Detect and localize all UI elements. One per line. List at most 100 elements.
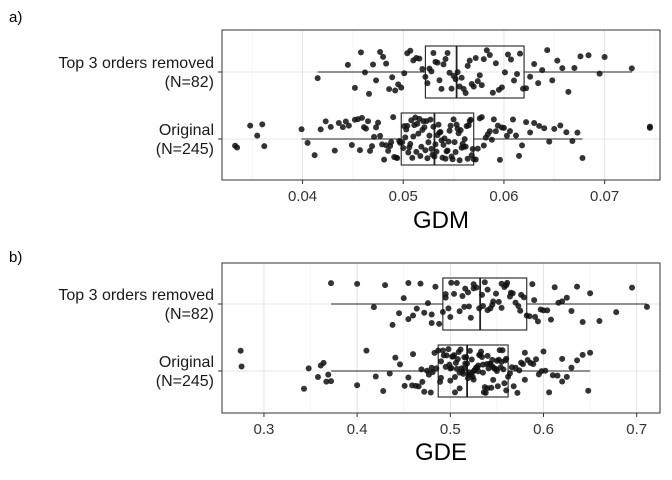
data-point (643, 303, 650, 310)
data-point (544, 307, 551, 314)
data-point (323, 378, 330, 385)
data-point (394, 154, 401, 161)
data-point (418, 143, 425, 150)
data-point (498, 304, 505, 311)
data-point (504, 51, 511, 58)
data-point (447, 377, 454, 384)
data-point (451, 139, 458, 146)
data-point (474, 78, 481, 85)
data-point (463, 354, 470, 361)
data-point (467, 314, 474, 321)
data-point (513, 132, 520, 139)
data-point (563, 373, 570, 380)
data-point (424, 80, 431, 87)
data-point (516, 152, 523, 159)
data-point (574, 283, 581, 290)
data-point (464, 360, 471, 367)
data-point (436, 320, 443, 327)
data-point (450, 116, 457, 123)
data-point (358, 114, 365, 121)
box-group (237, 344, 594, 398)
data-point (509, 116, 516, 123)
data-point (478, 82, 485, 89)
data-point (596, 317, 603, 324)
data-point (577, 53, 584, 60)
data-point (461, 365, 468, 372)
data-point (410, 351, 417, 358)
data-point (501, 380, 508, 387)
data-point (370, 304, 377, 311)
data-point (569, 138, 576, 145)
data-point (456, 385, 463, 392)
panel-letter: b) (9, 249, 22, 266)
data-point (370, 61, 377, 68)
data-point (559, 298, 566, 305)
x-axis-title: GDE (415, 439, 467, 466)
data-point (493, 368, 500, 375)
data-point (331, 147, 338, 154)
data-point (574, 357, 581, 364)
data-point (440, 141, 447, 148)
data-point (399, 139, 406, 146)
data-point (470, 83, 477, 90)
data-point (585, 52, 592, 59)
data-point (441, 135, 448, 142)
data-point (405, 316, 412, 323)
data-point (342, 118, 349, 125)
data-point (361, 69, 368, 76)
data-point (435, 347, 442, 354)
data-point (335, 120, 342, 127)
category-label: Original (N=245) (156, 122, 214, 158)
data-point (507, 289, 514, 296)
data-point (453, 280, 460, 287)
data-point (506, 370, 513, 377)
data-point (428, 320, 435, 327)
data-point (392, 354, 399, 361)
data-point (461, 136, 468, 143)
data-point (247, 122, 254, 129)
data-point (542, 367, 549, 374)
data-point (559, 378, 566, 385)
data-point (462, 90, 469, 97)
data-point (422, 147, 429, 154)
data-point (464, 62, 471, 69)
data-point (492, 60, 499, 67)
data-point (596, 70, 603, 77)
data-point (430, 50, 437, 57)
data-point (489, 89, 496, 96)
data-point (557, 122, 564, 129)
data-point (461, 303, 468, 310)
data-point (327, 123, 334, 130)
data-point (628, 65, 635, 72)
data-point (531, 119, 538, 126)
data-point (479, 302, 486, 309)
data-point (325, 371, 332, 378)
data-point (484, 385, 491, 392)
data-point (444, 49, 451, 56)
data-point (546, 389, 553, 396)
data-point (465, 371, 472, 378)
data-point (440, 61, 447, 68)
data-point (446, 127, 453, 134)
data-point (456, 369, 463, 376)
panel-border (221, 29, 661, 181)
data-point (536, 122, 543, 129)
data-point (396, 361, 403, 368)
data-point (367, 147, 374, 154)
data-point (462, 143, 469, 150)
data-point (478, 114, 485, 121)
x-tick-label: 0.3 (254, 421, 275, 438)
data-point (479, 353, 486, 360)
data-point (451, 290, 458, 297)
data-point (483, 47, 490, 54)
data-point (534, 318, 541, 325)
data-point (401, 70, 408, 77)
data-point (238, 363, 245, 370)
data-point (417, 153, 424, 160)
data-point (547, 316, 554, 323)
x-tick-label: 0.04 (288, 188, 317, 205)
data-point (500, 366, 507, 373)
data-point (407, 47, 414, 54)
data-point (381, 156, 388, 163)
data-point (431, 153, 438, 160)
